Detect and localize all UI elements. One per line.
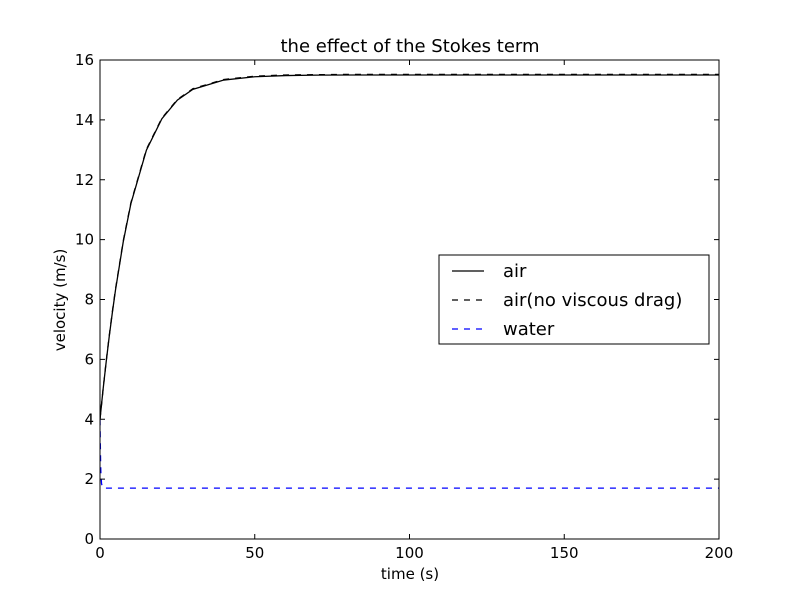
series-line-1 (100, 73, 719, 420)
series-line-2 (100, 419, 719, 489)
y-tick-label: 0 (84, 530, 94, 548)
chart-title: the effect of the Stokes term (280, 36, 539, 57)
y-tick-label: 14 (75, 111, 94, 129)
y-tick-label: 8 (84, 291, 94, 309)
plot-area: 0 50 100 150 200 0 2 4 6 8 10 12 14 16 air air(no visco… (75, 51, 733, 562)
legend-label-1: air(no viscous drag) (503, 290, 682, 311)
y-tick-label: 12 (75, 171, 94, 189)
y-tick-label: 2 (84, 470, 94, 488)
x-tick-label: 150 (550, 544, 579, 562)
y-tick-label: 10 (75, 231, 94, 249)
x-axis-label: time (s) (381, 565, 439, 583)
legend: air air(no viscous drag) water (438, 254, 710, 345)
x-tick-label: 0 (95, 544, 105, 562)
x-tick-label: 200 (705, 544, 734, 562)
series-line-0 (100, 74, 719, 420)
legend-label-0: air (503, 261, 527, 282)
series-lines (100, 73, 719, 489)
y-axis-label: velocity (m/s) (51, 249, 69, 352)
x-tick-label: 100 (395, 544, 424, 562)
y-tick-label: 16 (75, 51, 94, 69)
x-tick-label: 50 (245, 544, 264, 562)
y-tick-label: 4 (84, 410, 94, 428)
legend-box (438, 254, 710, 345)
legend-label-2: water (503, 319, 555, 340)
y-tick-label: 6 (84, 350, 94, 368)
